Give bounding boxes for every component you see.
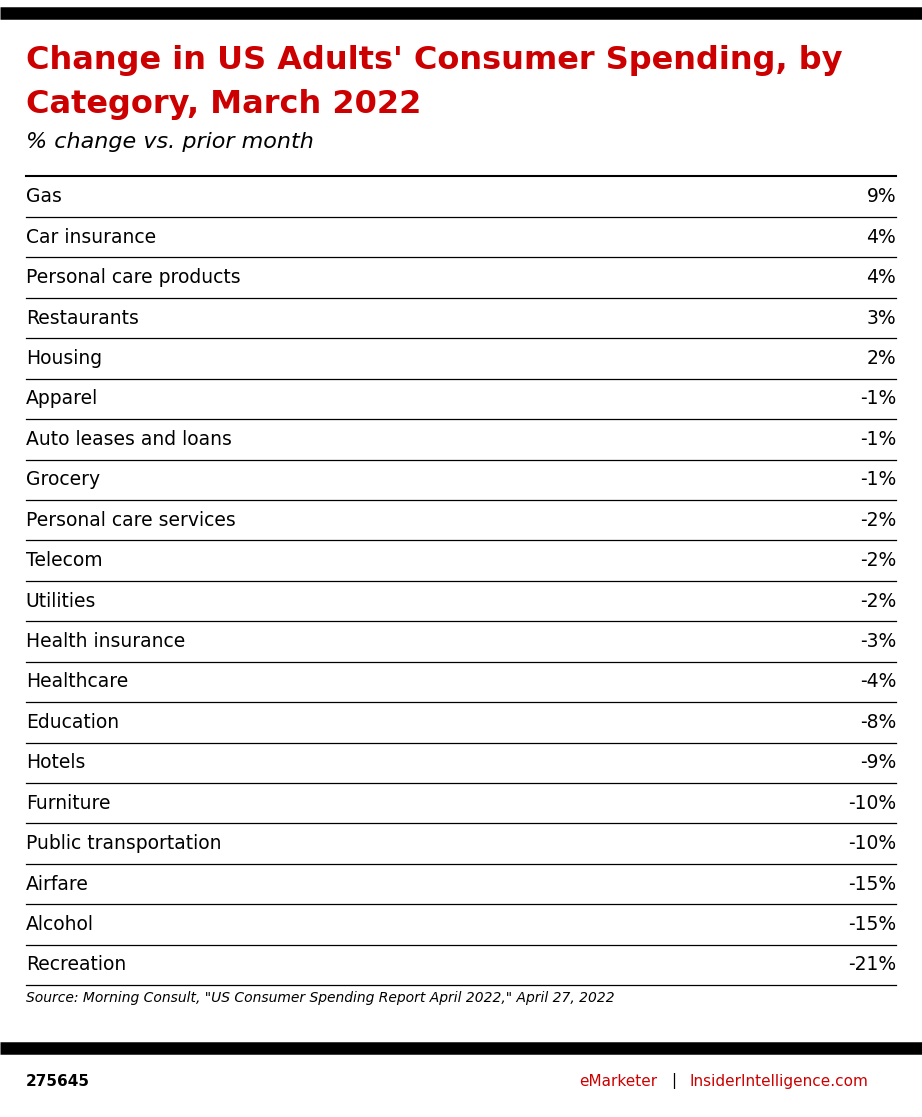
Text: -2%: -2% bbox=[860, 510, 896, 529]
Text: Grocery: Grocery bbox=[26, 470, 100, 489]
Text: -2%: -2% bbox=[860, 592, 896, 611]
Text: |: | bbox=[671, 1073, 677, 1089]
Text: -21%: -21% bbox=[848, 955, 896, 974]
Text: -3%: -3% bbox=[860, 632, 896, 651]
Text: -15%: -15% bbox=[848, 915, 896, 934]
Text: Furniture: Furniture bbox=[26, 794, 111, 813]
Text: Recreation: Recreation bbox=[26, 955, 126, 974]
Text: 9%: 9% bbox=[867, 188, 896, 207]
Text: Restaurants: Restaurants bbox=[26, 308, 138, 327]
Text: Hotels: Hotels bbox=[26, 753, 85, 772]
Text: Utilities: Utilities bbox=[26, 592, 96, 611]
Text: -9%: -9% bbox=[860, 753, 896, 772]
Text: -10%: -10% bbox=[848, 794, 896, 813]
Text: 3%: 3% bbox=[867, 308, 896, 327]
Text: Healthcare: Healthcare bbox=[26, 672, 128, 691]
Text: Apparel: Apparel bbox=[26, 390, 98, 409]
Text: -1%: -1% bbox=[860, 470, 896, 489]
Text: Health insurance: Health insurance bbox=[26, 632, 185, 651]
Text: Change in US Adults' Consumer Spending, by: Change in US Adults' Consumer Spending, … bbox=[26, 45, 843, 76]
Text: Airfare: Airfare bbox=[26, 875, 89, 894]
Text: Personal care products: Personal care products bbox=[26, 268, 241, 287]
Text: -8%: -8% bbox=[860, 713, 896, 732]
Text: eMarketer: eMarketer bbox=[579, 1073, 657, 1089]
Text: -1%: -1% bbox=[860, 390, 896, 409]
Text: Category, March 2022: Category, March 2022 bbox=[26, 89, 421, 121]
Text: -4%: -4% bbox=[860, 672, 896, 691]
Text: Auto leases and loans: Auto leases and loans bbox=[26, 430, 231, 449]
Text: -2%: -2% bbox=[860, 551, 896, 570]
Text: Housing: Housing bbox=[26, 349, 102, 367]
Text: Public transportation: Public transportation bbox=[26, 834, 221, 853]
Text: Telecom: Telecom bbox=[26, 551, 102, 570]
Text: Personal care services: Personal care services bbox=[26, 510, 235, 529]
Text: 275645: 275645 bbox=[26, 1073, 89, 1089]
Text: -1%: -1% bbox=[860, 430, 896, 449]
Text: % change vs. prior month: % change vs. prior month bbox=[26, 132, 313, 152]
Text: 4%: 4% bbox=[867, 268, 896, 287]
Text: Gas: Gas bbox=[26, 188, 62, 207]
Text: Education: Education bbox=[26, 713, 119, 732]
Text: Alcohol: Alcohol bbox=[26, 915, 94, 934]
Text: 2%: 2% bbox=[867, 349, 896, 367]
Text: InsiderIntelligence.com: InsiderIntelligence.com bbox=[690, 1073, 869, 1089]
Text: 4%: 4% bbox=[867, 228, 896, 247]
Text: -15%: -15% bbox=[848, 875, 896, 894]
Text: Car insurance: Car insurance bbox=[26, 228, 156, 247]
Text: Source: Morning Consult, "US Consumer Spending Report April 2022," April 27, 202: Source: Morning Consult, "US Consumer Sp… bbox=[26, 991, 614, 1005]
Text: -10%: -10% bbox=[848, 834, 896, 853]
